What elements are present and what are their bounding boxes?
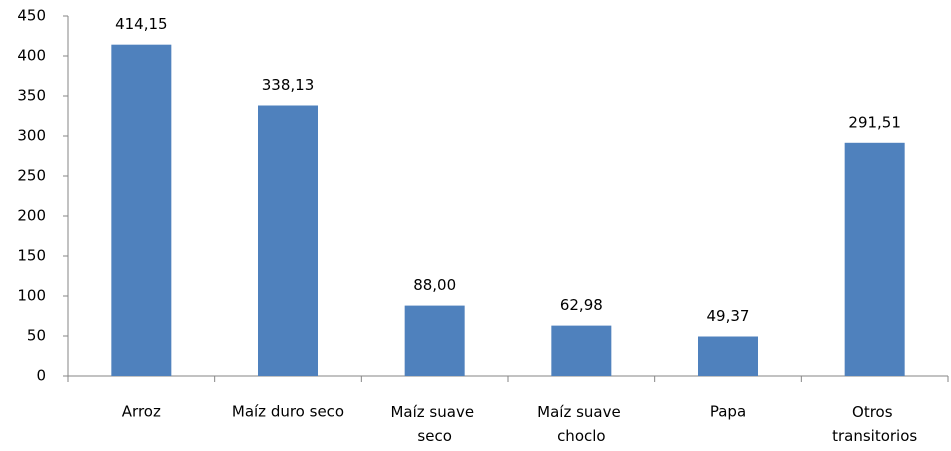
x-tick-label: Arroz bbox=[122, 403, 161, 421]
bar bbox=[111, 44, 172, 377]
value-label: 414,15 bbox=[115, 15, 168, 33]
y-tick-label: 150 bbox=[17, 247, 46, 265]
y-tick-label: 250 bbox=[17, 167, 46, 185]
bar bbox=[844, 142, 905, 376]
bar bbox=[258, 105, 318, 376]
y-tick-label: 0 bbox=[36, 367, 46, 385]
y-tick-label: 50 bbox=[27, 327, 46, 345]
y-tick-label: 200 bbox=[17, 207, 46, 225]
value-label: 49,37 bbox=[707, 307, 750, 325]
x-tick-label: Maíz duro seco bbox=[232, 403, 344, 421]
value-label: 88,00 bbox=[413, 276, 456, 294]
x-tick-label: Papa bbox=[710, 403, 746, 421]
y-tick-label: 350 bbox=[17, 87, 46, 105]
y-tick-label: 100 bbox=[17, 287, 46, 305]
y-tick-label: 450 bbox=[17, 7, 46, 25]
x-tick-label: Maíz suave choclo bbox=[537, 403, 625, 445]
y-tick-label: 300 bbox=[17, 127, 46, 145]
x-tick-label: Otros transitorios bbox=[832, 403, 917, 445]
bar bbox=[404, 305, 465, 376]
x-tick-label: Maíz suave seco bbox=[390, 403, 478, 445]
value-label: 62,98 bbox=[560, 296, 603, 314]
value-label: 291,51 bbox=[848, 113, 901, 131]
bar bbox=[698, 336, 758, 376]
bar bbox=[551, 325, 612, 376]
value-label: 338,13 bbox=[262, 76, 315, 94]
y-tick-label: 400 bbox=[17, 47, 46, 65]
